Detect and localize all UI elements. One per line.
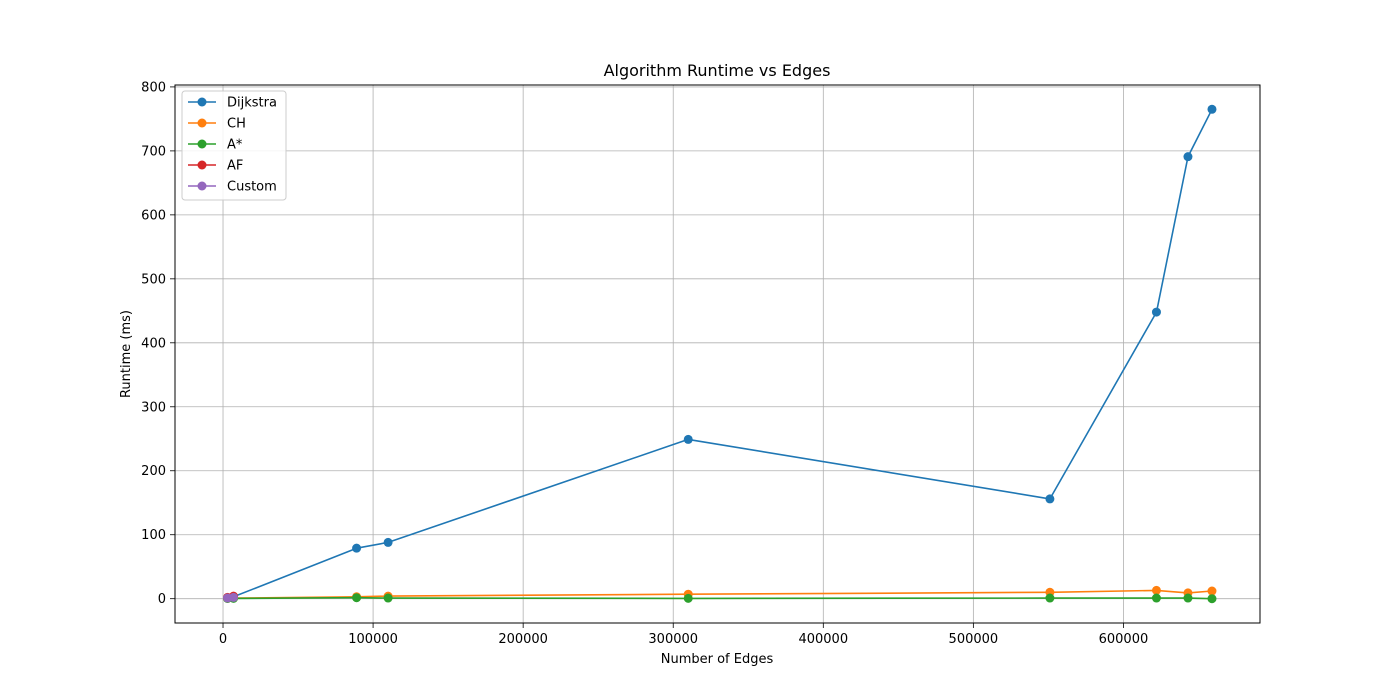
chart-title: Algorithm Runtime vs Edges — [604, 61, 831, 80]
legend-label: Dijkstra — [227, 96, 277, 111]
x-tick-label: 500000 — [949, 632, 999, 647]
legend: Dijkstra CH A* AF Custom — [181, 90, 287, 201]
y-tick-label: 600 — [141, 208, 166, 223]
legend-marker — [197, 139, 207, 149]
data-point-a — [1151, 593, 1161, 603]
data-point-ch — [1151, 585, 1161, 595]
data-point-dijkstra — [1183, 152, 1193, 162]
x-tick-label: 200000 — [498, 632, 548, 647]
data-point-dijkstra — [1207, 104, 1217, 114]
series-layer — [223, 104, 1217, 604]
data-point-custom — [229, 592, 239, 602]
x-axis-ticks: 0 100000 200000 300000 400000 500000 600000 — [219, 623, 1148, 647]
data-point-a — [1183, 593, 1193, 603]
x-axis-title: Number of Edges — [661, 652, 774, 667]
series-custom — [223, 592, 239, 603]
data-point-a — [683, 593, 693, 603]
x-tick-label: 0 — [219, 632, 227, 647]
y-tick-label: 200 — [141, 464, 166, 479]
y-tick-label: 100 — [141, 528, 166, 543]
data-point-dijkstra — [352, 543, 362, 553]
legend-label: Custom — [227, 180, 277, 195]
y-tick-label: 0 — [158, 592, 166, 607]
data-point-dijkstra — [1151, 307, 1161, 317]
legend-label: A* — [227, 138, 243, 153]
x-tick-label: 100000 — [348, 632, 398, 647]
data-point-a — [352, 593, 362, 603]
data-point-a — [1207, 594, 1217, 604]
series-line-a — [227, 596, 1213, 600]
y-tick-label: 800 — [141, 80, 166, 95]
plot-frame — [174, 84, 1261, 624]
y-tick-label: 300 — [141, 400, 166, 415]
y-tick-label: 500 — [141, 272, 166, 287]
data-point-dijkstra — [383, 537, 393, 547]
legend-marker — [197, 181, 207, 191]
x-tick-label: 300000 — [648, 632, 698, 647]
y-axis-ticks: 0 100 200 300 400 500 600 700 800 — [141, 80, 175, 607]
x-tick-label: 600000 — [1099, 632, 1149, 647]
y-axis-title: Runtime (ms) — [119, 310, 134, 398]
legend-marker — [197, 97, 207, 107]
data-point-dijkstra — [683, 434, 693, 444]
data-point-ch — [1207, 586, 1217, 596]
data-point-a — [1045, 593, 1055, 603]
data-point-a — [383, 593, 393, 603]
legend-label: CH — [227, 117, 246, 132]
x-tick-label: 400000 — [798, 632, 848, 647]
legend-marker — [197, 160, 207, 170]
legend-marker — [197, 118, 207, 128]
y-tick-label: 700 — [141, 144, 166, 159]
legend-box — [181, 90, 287, 201]
y-tick-label: 400 — [141, 336, 166, 351]
legend-label: AF — [227, 159, 243, 174]
data-point-dijkstra — [1045, 494, 1055, 504]
